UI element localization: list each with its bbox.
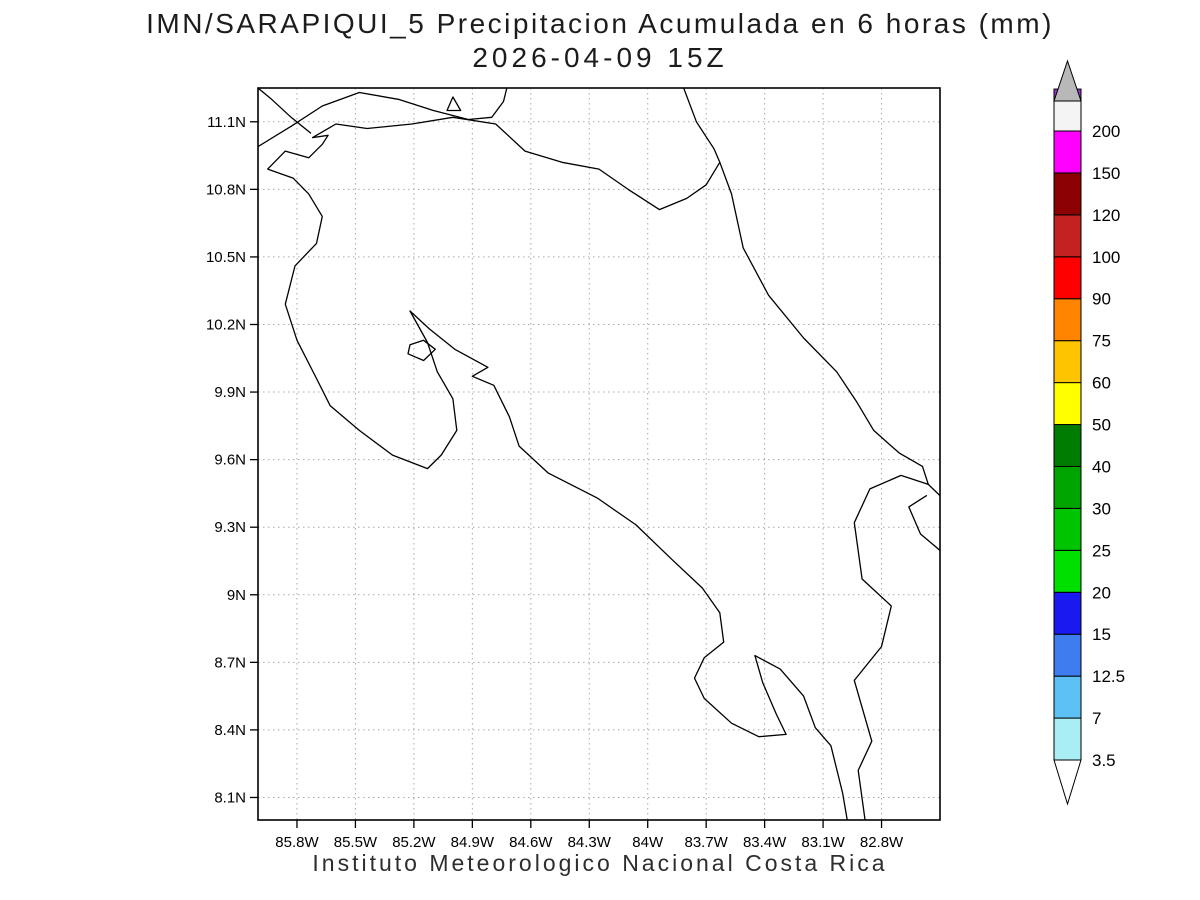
colorbar-segment — [1053, 507, 1082, 551]
colorbar-over-arrow — [1053, 59, 1082, 102]
colorbar-label: 20 — [1092, 583, 1111, 602]
colorbar-segment — [1053, 633, 1082, 677]
axis-ticks — [250, 121, 883, 828]
colorbar-segment — [1053, 675, 1082, 719]
lat-tick-label: 10.5N — [206, 249, 246, 266]
lon-tick-label: 85.8W — [275, 834, 319, 851]
colorbar-label: 150 — [1092, 164, 1120, 183]
lat-tick-label: 11.1N — [207, 114, 246, 131]
colorbar-over-segment — [1053, 100, 1082, 132]
colorbar-label: 75 — [1092, 332, 1111, 351]
coastline-panama-caribbean-coast — [927, 483, 940, 497]
colorbar-segment — [1053, 465, 1082, 509]
colorbar-label: 120 — [1092, 206, 1120, 225]
colorbar-label: 25 — [1092, 541, 1111, 560]
colorbar-segment — [1053, 340, 1082, 384]
colorbar-label: 60 — [1092, 374, 1111, 393]
coastline-nicaragua-caribbean-coast — [682, 88, 721, 163]
lat-tick-label: 10.2N — [206, 316, 246, 333]
colorbar-label: 30 — [1092, 499, 1111, 518]
colorbar-labels: 3.5 7 12.5 15 20 25 30 40 50 60 75 90 100 120 150 200 — [1092, 122, 1125, 770]
coastline-costa-rica-mainland — [267, 116, 929, 820]
colorbar-segment — [1053, 130, 1082, 174]
credit-text: Instituto Meteorologico Nacional Costa R… — [312, 850, 888, 876]
colorbar-label: 100 — [1092, 248, 1120, 267]
colorbar-label: 3.5 — [1092, 751, 1116, 770]
map-gridlines — [258, 88, 940, 820]
colorbar-label: 200 — [1092, 122, 1120, 141]
colorbar-segment — [1053, 549, 1082, 593]
lon-tick-label: 85.5W — [334, 834, 378, 851]
colorbar-label: 7 — [1092, 709, 1101, 728]
map-frame — [257, 87, 941, 821]
lat-tick-label: 10.8N — [206, 181, 246, 198]
lon-tick-label: 83.1W — [801, 834, 845, 851]
lon-tick-label: 84.3W — [568, 834, 612, 851]
lat-tick-label: 8.1N — [214, 789, 246, 806]
colorbar-segment — [1053, 591, 1082, 635]
lon-tick-label: 83.4W — [743, 834, 787, 851]
coastline-bocas-lagoon-shore — [908, 495, 940, 552]
colorbar-label: 12.5 — [1092, 667, 1125, 686]
chart-title: IMN/SARAPIQUI_5 Precipitacion Acumulada … — [146, 8, 1054, 39]
lon-tick-label: 84.6W — [509, 834, 553, 851]
colorbar-segment — [1053, 717, 1082, 761]
colorbar-label: 15 — [1092, 625, 1111, 644]
lon-tick-label: 82.8W — [860, 834, 904, 851]
lon-tick-label: 83.7W — [684, 834, 728, 851]
lat-tick-label: 9N — [227, 587, 246, 604]
lat-tick-label: 9.6N — [214, 452, 246, 469]
coastlines — [258, 88, 940, 820]
colorbar-segment — [1053, 256, 1082, 300]
colorbar-label: 40 — [1092, 457, 1111, 476]
colorbar-segment — [1053, 214, 1082, 258]
colorbar-segment — [1053, 382, 1082, 426]
colorbar-segment — [1053, 172, 1082, 216]
axis-labels: 11.1N 10.8N 10.5N 10.2N 9.9N 9.6N 9.3N 9N 8.7N 8.… — [206, 114, 904, 851]
colorbar-segment — [1053, 424, 1082, 467]
coastline-lake-island — [446, 96, 462, 112]
colorbar-label: 50 — [1092, 416, 1111, 435]
lat-tick-label: 9.3N — [214, 519, 246, 536]
lat-tick-label: 8.4N — [214, 722, 246, 739]
coastline-lake-nicaragua-shore — [258, 88, 508, 148]
colorbar-segment — [1053, 298, 1082, 342]
colorbar — [1053, 59, 1082, 806]
coastline-isla-chira — [407, 339, 436, 362]
lon-tick-label: 84W — [632, 834, 664, 851]
chart-subtitle: 2026-04-09 15Z — [472, 42, 728, 73]
lon-tick-label: 85.2W — [392, 834, 436, 851]
lon-tick-label: 84.9W — [451, 834, 495, 851]
coastline-nicaragua-pacific-coast — [258, 88, 312, 134]
colorbar-under-arrow — [1053, 759, 1082, 806]
lat-tick-label: 8.7N — [214, 654, 246, 671]
colorbar-label: 90 — [1092, 290, 1111, 309]
lat-tick-label: 9.9N — [214, 384, 246, 401]
